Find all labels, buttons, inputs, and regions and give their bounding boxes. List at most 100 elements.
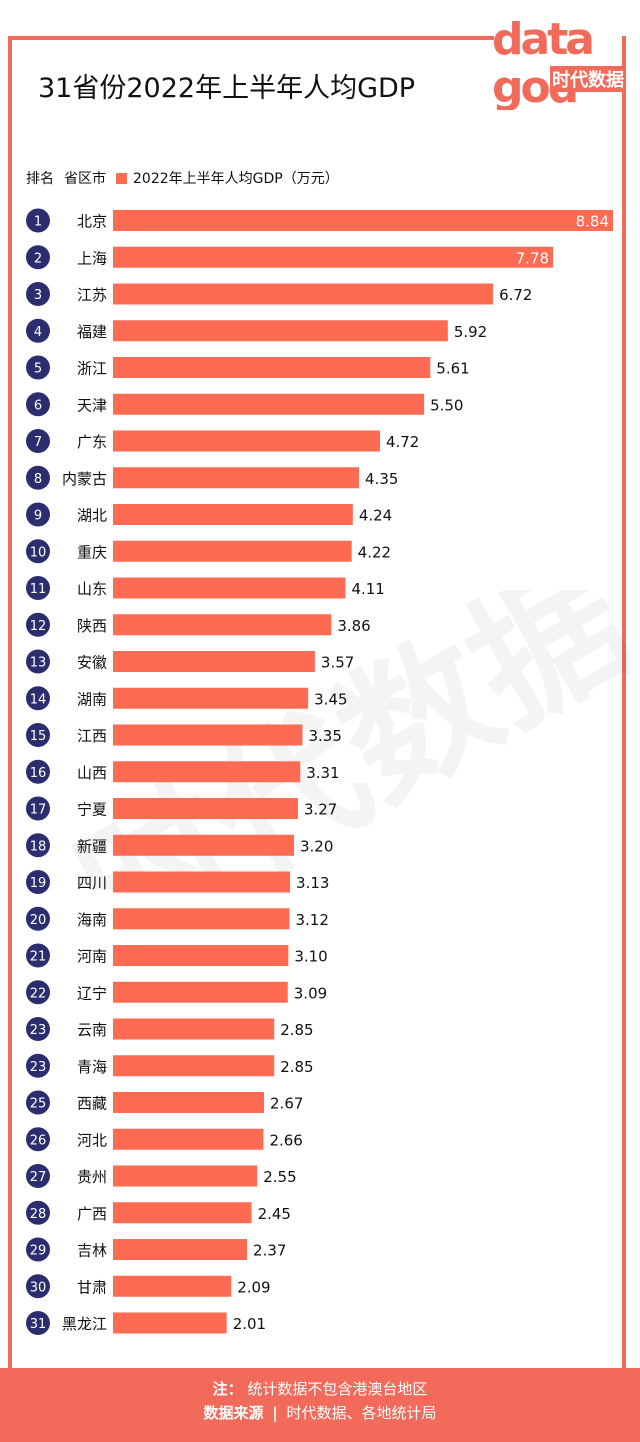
bar-row: 26 河北 2.66	[26, 1127, 303, 1152]
data-label: 2.85	[280, 1021, 313, 1039]
bar	[113, 1165, 258, 1187]
rank-label: 27	[30, 1170, 47, 1185]
category-label: 云南	[77, 1021, 107, 1039]
rank-badge	[26, 870, 50, 894]
data-label: 2.37	[253, 1242, 286, 1260]
bar-row: 22 辽宁 3.09	[26, 980, 327, 1005]
data-label: 2.85	[280, 1058, 313, 1076]
category-label: 江苏	[77, 286, 107, 304]
bar-row: 1 北京 8.84	[26, 208, 613, 233]
column-header: 排名 省区市 2022年上半年人均GDP（万元）	[26, 168, 339, 188]
bar-row: 23 云南 2.85	[26, 1017, 314, 1041]
category-label: 陕西	[77, 617, 107, 635]
category-label: 西藏	[77, 1095, 107, 1113]
category-label: 广东	[77, 433, 107, 451]
bar	[113, 945, 289, 966]
data-label: 3.31	[306, 764, 339, 782]
bar-chart: 1 北京 8.84 2 上海 7.78 3 江苏 6.72 4 福建 5.92 5 浙江 5.61 6 天津 5.…	[26, 208, 613, 1335]
category-label: 山西	[77, 764, 107, 782]
rank-badge	[26, 539, 50, 564]
data-label: 5.50	[430, 396, 463, 414]
data-label: 3.27	[304, 801, 337, 819]
data-label: 2.01	[233, 1315, 266, 1333]
rank-label: 29	[30, 1244, 47, 1259]
category-label: 海南	[77, 911, 107, 929]
rank-label: 25	[30, 1097, 47, 1112]
rank-badge	[26, 282, 50, 306]
rank-label: 2	[34, 251, 42, 266]
rank-label: 6	[34, 398, 42, 413]
bar-row: 12 陕西 3.86	[26, 612, 371, 637]
rank-badge	[26, 355, 50, 380]
rank-badge	[26, 796, 50, 821]
note-text: 统计数据不包含港澳台地区	[247, 1380, 428, 1398]
rank-label: 21	[30, 950, 47, 965]
category-label: 新疆	[77, 837, 107, 855]
legend-label: 2022年上半年人均GDP（万元）	[133, 171, 339, 187]
bar	[113, 430, 380, 452]
category-label: 安徽	[77, 654, 107, 672]
rank-label: 31	[30, 1317, 47, 1332]
category-label: 广西	[77, 1205, 107, 1223]
data-label: 5.61	[436, 360, 469, 378]
rank-badge	[26, 1127, 50, 1152]
data-label: 3.35	[308, 727, 341, 745]
rank-badge	[26, 1053, 50, 1078]
bar-row: 14 湖南 3.45	[26, 686, 348, 711]
source-separator: |	[272, 1404, 278, 1422]
data-label: 3.09	[294, 984, 327, 1002]
data-label: 3.45	[314, 690, 347, 708]
footer: 注： 统计数据不包含港澳台地区 数据来源 | 时代数据、各地统计局	[0, 1368, 640, 1442]
rank-label: 26	[30, 1133, 47, 1148]
rank-badge	[26, 245, 50, 270]
rank-badge	[26, 429, 50, 453]
rank-badge	[26, 576, 50, 600]
category-label: 四川	[77, 874, 107, 892]
rank-label: 23	[30, 1060, 47, 1075]
rank-label: 20	[30, 913, 47, 928]
bar	[113, 540, 352, 562]
rank-badge	[26, 1017, 50, 1041]
category-label: 重庆	[77, 543, 107, 561]
bar-row: 7 广东 4.72	[26, 429, 419, 453]
rank-label: 8	[34, 472, 42, 487]
bar-row: 6 天津 5.50	[26, 392, 463, 417]
category-label: 福建	[77, 323, 107, 341]
data-label: 4.72	[386, 433, 419, 451]
rank-label: 1	[34, 215, 42, 230]
rank-badge	[26, 943, 50, 968]
bar-row: 10 重庆 4.22	[26, 539, 391, 564]
rank-badge	[26, 392, 50, 417]
rank-header: 排名	[26, 171, 54, 187]
category-label: 河南	[77, 948, 107, 966]
source-text: 时代数据、各地统计局	[286, 1404, 437, 1422]
bar	[113, 1018, 275, 1040]
bar	[113, 724, 303, 746]
rank-badge	[26, 612, 50, 637]
category-label: 山东	[77, 580, 107, 598]
bar	[113, 467, 360, 489]
rank-label: 12	[30, 619, 47, 634]
bar-row: 31 黑龙江 2.01	[26, 1311, 266, 1335]
data-label: 4.24	[359, 507, 392, 525]
bar-row: 23 青海 2.85	[26, 1053, 314, 1078]
bar-row: 25 西藏 2.67	[26, 1090, 303, 1115]
source-label: 数据来源	[203, 1404, 264, 1422]
footer-note: 注： 统计数据不包含港澳台地区	[0, 1378, 640, 1399]
bar-row: 27 贵州 2.55	[26, 1164, 297, 1188]
rank-label: 23	[30, 1023, 47, 1038]
rank-label: 28	[30, 1207, 47, 1222]
bar	[113, 320, 448, 342]
bar-row: 20 海南 3.12	[26, 906, 329, 931]
region-header: 省区市	[64, 171, 106, 187]
bar	[113, 1092, 265, 1113]
rank-badge	[26, 465, 50, 490]
category-label: 甘肃	[77, 1278, 107, 1296]
bar	[113, 651, 315, 672]
category-label: 河北	[77, 1131, 107, 1149]
bar	[113, 981, 288, 1003]
category-label: 宁夏	[77, 801, 107, 819]
bar	[113, 687, 309, 709]
bar-row: 21 河南 3.10	[26, 943, 328, 968]
rank-label: 7	[34, 435, 42, 450]
